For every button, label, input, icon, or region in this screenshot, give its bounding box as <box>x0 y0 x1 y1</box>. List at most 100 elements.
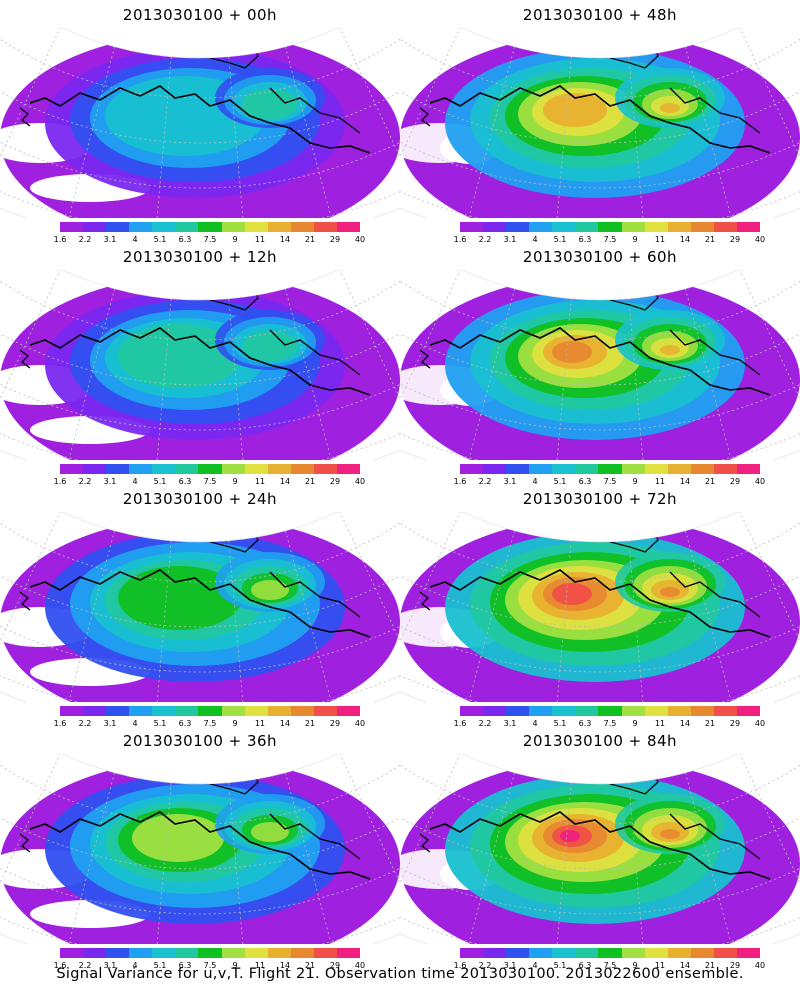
colorbar <box>60 706 361 716</box>
colorbar-labels: 1.6 2.2 3.1 4 5.1 6.3 7.5 9 11 14 21 29 40 <box>454 477 765 487</box>
colorbar-segment <box>713 464 737 474</box>
colorbar-tick-label: 4 <box>532 961 538 970</box>
colorbar-tick-label: 2.2 <box>478 961 492 970</box>
colorbar-tick-label: 4 <box>132 961 138 970</box>
variance-map <box>400 270 800 460</box>
colorbar-tick-label: 2.2 <box>78 235 92 244</box>
colorbar-tick-label: 4 <box>132 235 138 244</box>
colorbar-segment <box>290 948 314 958</box>
colorbar-tick-label: 3.1 <box>503 235 517 244</box>
colorbar-labels: 1.6 2.2 3.1 4 5.1 6.3 7.5 9 11 14 21 29 40 <box>54 477 365 487</box>
variance-map <box>0 754 400 944</box>
colorbar <box>60 948 361 958</box>
colorbar-tick-label: 6.3 <box>178 719 192 728</box>
colorbar-tick-label: 1.6 <box>453 477 467 486</box>
coastline <box>29 811 371 880</box>
colorbar-segment <box>552 948 576 958</box>
colorbar-tick-label: 6.3 <box>178 477 192 486</box>
colorbar-tick-label: 11 <box>654 719 666 728</box>
map-panel: 2013030100 + 00h 1.6 2.2 3.1 4 5.1 6.3 7.5 9 11 14… <box>0 0 400 245</box>
colorbar-tick-label: 5.1 <box>153 235 167 244</box>
colorbar-segment <box>736 464 761 474</box>
colorbar-tick-label: 29 <box>329 719 341 728</box>
colorbar-segment <box>483 948 507 958</box>
colorbar-segment <box>198 464 222 474</box>
colorbar-segment <box>221 948 245 958</box>
colorbar-segment <box>106 706 130 716</box>
colorbar-segment <box>483 706 507 716</box>
colorbar-labels: 1.6 2.2 3.1 4 5.1 6.3 7.5 9 11 14 21 29 40 <box>454 961 765 971</box>
panel-title: 2013030100 + 36h <box>122 732 278 750</box>
colorbar-segment <box>575 222 599 232</box>
colorbar-segment <box>552 706 576 716</box>
colorbar-tick-label: 29 <box>729 477 741 486</box>
coastline <box>429 811 771 880</box>
colorbar-tick-label: 1.6 <box>453 235 467 244</box>
colorbar-segment <box>644 948 668 958</box>
variance-map <box>400 28 800 218</box>
panel-title: 2013030100 + 00h <box>122 6 278 24</box>
colorbar-tick-label: 14 <box>279 961 291 970</box>
colorbar-segment <box>667 706 691 716</box>
colorbar-segment <box>198 948 222 958</box>
colorbar-labels: 1.6 2.2 3.1 4 5.1 6.3 7.5 9 11 14 21 29 40 <box>454 719 765 729</box>
colorbar-tick-label: 11 <box>254 235 266 244</box>
colorbar-tick-label: 29 <box>729 961 741 970</box>
colorbar-tick-label: 21 <box>704 719 716 728</box>
colorbar-tick-label: 11 <box>254 961 266 970</box>
colorbar-tick-label: 1.6 <box>53 961 67 970</box>
colorbar-segment <box>483 222 507 232</box>
colorbar-segment <box>221 464 245 474</box>
coastline <box>429 85 771 154</box>
colorbar-segment <box>129 948 153 958</box>
colorbar-tick-label: 3.1 <box>503 961 517 970</box>
colorbar-segment <box>221 706 245 716</box>
colorbar-tick-label: 7.5 <box>603 961 617 970</box>
colorbar-segment <box>690 222 714 232</box>
variance-map <box>400 754 800 944</box>
colorbar-segment <box>106 948 130 958</box>
colorbar-labels: 1.6 2.2 3.1 4 5.1 6.3 7.5 9 11 14 21 29 40 <box>54 235 365 245</box>
colorbar-tick-label: 9 <box>632 961 638 970</box>
colorbar-segment <box>175 464 199 474</box>
colorbar-segment <box>690 948 714 958</box>
colorbar-tick-label: 2.2 <box>78 961 92 970</box>
colorbar-segment <box>529 464 553 474</box>
colorbar-segment <box>152 464 176 474</box>
colorbar-segment <box>336 706 361 716</box>
colorbar-tick-label: 14 <box>679 477 691 486</box>
colorbar-segment <box>313 222 337 232</box>
colorbar-segment <box>267 706 291 716</box>
panel-title: 2013030100 + 24h <box>122 490 278 508</box>
colorbar-segment <box>667 464 691 474</box>
colorbar-tick-label: 3.1 <box>103 235 117 244</box>
colorbar-segment <box>336 222 361 232</box>
map-panel: 2013030100 + 60h 1.6 2.2 3.1 4 5.1 6.3 7.5 9 11 14… <box>400 242 800 487</box>
colorbar-segment <box>244 948 268 958</box>
colorbar-tick-label: 3.1 <box>103 477 117 486</box>
map-panel: 2013030100 + 48h 1.6 2.2 3.1 4 5.1 6.3 7.5 9 11 14… <box>400 0 800 244</box>
colorbar-segment <box>552 222 576 232</box>
colorbar <box>460 706 761 716</box>
colorbar-segment <box>506 948 530 958</box>
colorbar-segment <box>598 948 622 958</box>
colorbar-tick-label: 4 <box>132 477 138 486</box>
map-panel: 2013030100 + 12h 1.6 2.2 3.1 4 5.1 6.3 7.5 9 11 14… <box>0 242 400 487</box>
colorbar-segment <box>129 222 153 232</box>
colorbar-segment <box>152 222 176 232</box>
colorbar-segment <box>336 948 361 958</box>
coastline <box>429 327 771 396</box>
colorbar-tick-label: 11 <box>254 719 266 728</box>
colorbar-tick-label: 29 <box>329 235 341 244</box>
colorbar-segment <box>598 706 622 716</box>
colorbar-segment <box>83 706 107 716</box>
colorbar-segment <box>83 464 107 474</box>
colorbar-tick-label: 6.3 <box>178 235 192 244</box>
colorbar-tick-label: 9 <box>632 719 638 728</box>
colorbar-segment <box>621 948 645 958</box>
colorbar-segment <box>336 464 361 474</box>
colorbar-tick-label: 1.6 <box>53 477 67 486</box>
colorbar-tick-label: 3.1 <box>103 961 117 970</box>
coastline <box>29 569 371 638</box>
colorbar-segment <box>621 464 645 474</box>
